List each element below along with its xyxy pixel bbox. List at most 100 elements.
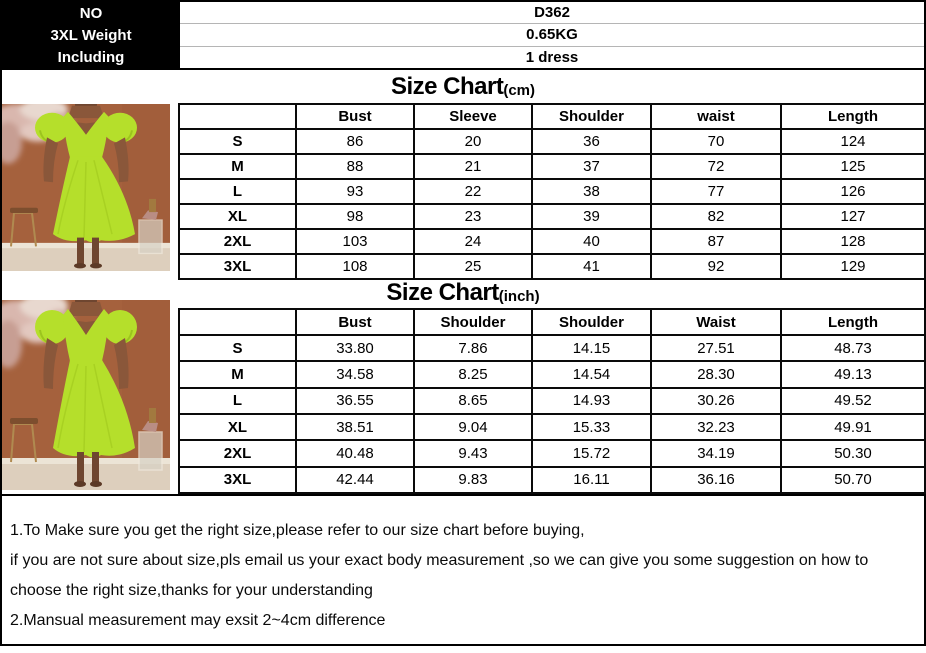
size-value: 125 [780,153,926,180]
size-value: 28.30 [650,360,782,389]
size-value: 36 [531,128,652,155]
size-value: 36.16 [650,465,782,495]
product-photo-2 [2,300,170,490]
size-table-cm: Bust Sleeve Shoulder waist Length S 86 20 36 70 1… [178,103,926,280]
table-row: 3XL 42.44 9.83 16.11 36.16 50.70 [178,465,926,495]
note-line-3: choose the right size,thanks for your un… [10,582,373,599]
column-header: Length [780,103,926,130]
table-row: M 34.58 8.25 14.54 28.30 49.13 [178,360,926,389]
size-value: 37 [531,153,652,180]
size-value: 14.93 [531,386,652,415]
size-value: 48.73 [780,333,926,363]
size-value: 38 [531,178,652,205]
size-value: 21 [413,153,533,180]
size-label: S [178,333,297,363]
table-row: S 86 20 36 70 124 [178,128,926,155]
size-value: 14.15 [531,333,652,363]
column-header: Shoulder [531,308,652,336]
size-value: 32.23 [650,412,782,442]
size-label: S [178,128,297,155]
info-label-no: NO [79,4,103,22]
table-row: XL 98 23 39 82 127 [178,203,926,230]
size-value: 93 [295,178,415,205]
size-chart-cm-title-text: Size Chart [390,73,504,100]
size-value: 124 [780,128,926,155]
size-label: L [178,386,297,415]
size-value: 70 [650,128,782,155]
size-value: 92 [650,253,782,280]
info-value-weight: 0.65KG [180,24,924,47]
info-value-no: D362 [180,2,924,25]
size-chart-inch-unit: (inch) [498,287,540,305]
table-row: 2XL 40.48 9.43 15.72 34.19 50.30 [178,439,926,468]
size-value: 49.13 [780,360,926,389]
size-value: 108 [295,253,415,280]
size-value: 88 [295,153,415,180]
size-table-cm-header: Bust Sleeve Shoulder waist Length [178,103,926,130]
size-value: 22 [413,178,533,205]
product-info-values: D362 0.65KG 1 dress [180,2,924,68]
size-value: 8.65 [413,386,533,415]
size-value: 9.43 [413,439,533,468]
size-table-inch: Bust Shoulder Shoulder Waist Length S 33.80 7.… [178,308,926,495]
size-label: XL [178,203,297,230]
size-value: 50.30 [780,439,926,468]
size-value: 128 [780,228,926,255]
size-value: 15.33 [531,412,652,442]
info-label-including: Including [57,48,125,66]
column-header: Length [780,308,926,336]
size-value: 77 [650,178,782,205]
size-value: 42.44 [295,465,415,495]
column-header: waist [650,103,782,130]
size-value: 9.04 [413,412,533,442]
info-label-weight: 3XL Weight [50,26,132,44]
size-value: 36.55 [295,386,415,415]
size-value: 16.11 [531,465,652,495]
size-value: 39 [531,203,652,230]
size-value: 24 [413,228,533,255]
table-row: L 93 22 38 77 126 [178,178,926,205]
size-value: 126 [780,178,926,205]
column-header: Waist [650,308,782,336]
product-info-labels: NO 3XL Weight Including [2,2,180,68]
note-line-1: 1.To Make sure you get the right size,pl… [10,522,585,539]
size-value: 34.58 [295,360,415,389]
size-chart-cm-title: Size Chart (cm) [0,72,926,102]
size-chart-inch-title-text: Size Chart [386,279,499,306]
size-value: 50.70 [780,465,926,495]
size-value: 82 [650,203,782,230]
table-row: XL 38.51 9.04 15.33 32.23 49.91 [178,412,926,442]
size-table-inch-body: S 33.80 7.86 14.15 27.51 48.73 M 34.58 8.25 14.54… [178,333,926,495]
product-info-table: NO 3XL Weight Including D362 0.65KG 1 dr… [2,2,924,70]
size-value: 30.26 [650,386,782,415]
size-value: 40 [531,228,652,255]
size-value: 129 [780,253,926,280]
column-header: Bust [295,103,415,130]
size-label: 3XL [178,253,297,280]
size-value: 72 [650,153,782,180]
info-value-including: 1 dress [525,48,579,66]
table-row: L 36.55 8.65 14.93 30.26 49.52 [178,386,926,415]
column-header: Bust [295,308,415,336]
size-value: 7.86 [413,333,533,363]
size-value: 23 [413,203,533,230]
product-photo-1 [2,104,170,271]
size-value: 49.52 [780,386,926,415]
model-figure [35,300,137,487]
size-label: 3XL [178,465,297,495]
size-value: 40.48 [295,439,415,468]
size-value: 41 [531,253,652,280]
size-value: 127 [780,203,926,230]
size-value: 38.51 [295,412,415,442]
column-header: Sleeve [413,103,533,130]
column-header: Shoulder [413,308,533,336]
table-row: 3XL 108 25 41 92 129 [178,253,926,280]
size-value: 34.19 [650,439,782,468]
sizing-notes: 1.To Make sure you get the right size,pl… [2,494,924,644]
size-value: 27.51 [650,333,782,363]
size-value: 25 [413,253,533,280]
glass-stool [138,198,163,255]
size-value: 98 [295,203,415,230]
